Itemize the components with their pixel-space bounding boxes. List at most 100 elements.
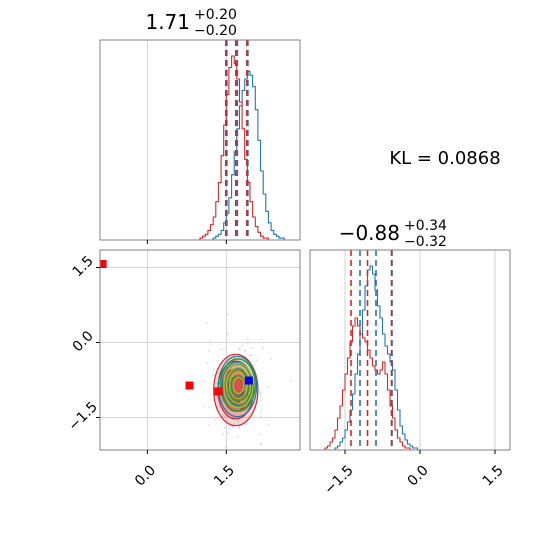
contour-yellow-level-2 [229,371,248,400]
bottom-left-scatter-point [217,416,220,418]
bottom-left-scatter-point [235,379,238,382]
contour-blue-level-0 [217,355,258,418]
bottom-left-scatter-point [236,435,239,438]
bottom-right-title-minus: −0.32 [404,234,447,250]
bottom-left-frame [99,249,301,451]
bottom-left-scatter-point [233,422,235,425]
contour-green-level-0 [219,358,256,412]
top-left-title-minus: −0.20 [194,23,237,39]
bottom-left-scatter-point [232,426,234,428]
contour-yellow-level-3 [232,377,245,395]
bottom-left-scatter-point [206,362,209,365]
bottom-right-series-blue-step [332,265,423,450]
bottom-left-scatter-point [260,442,263,445]
bottom-left-scatter-point [214,418,217,421]
bottom-left-scatter-point [251,347,254,349]
bottom-right-marks [322,250,423,450]
contour-yellow-level-0 [223,362,254,409]
bottom-left-scatter-point [246,337,249,340]
bottom-left-scatter-point [247,342,249,344]
bottom-right-xtick-label-2: 1.5 [480,462,507,489]
bottom-left-scatter-point [208,349,210,352]
bottom-left-scatter-point [237,421,239,423]
top-left-title-value: 1.71 [145,10,190,34]
bottom-left-scatter-point [267,386,269,389]
bottom-left-scatter-point [260,392,262,395]
bottom-left-scatter-point [245,423,248,426]
bottom-left-scatter-point [202,405,205,407]
bottom-left-scatter-point [260,399,263,402]
panel-bottom-left-contour: 0.0 1.5 1.5 0.0 −1.5 [66,249,301,489]
bottom-left-scatter-point [238,390,241,393]
bottom-left-scatter-point [267,423,270,426]
bottom-left-scatter-point [209,340,212,343]
bottom-left-scatter-point [238,347,241,350]
kl-annotation: KL = 0.0868 [389,148,500,169]
bottom-left-xtick-label-1: 1.5 [211,462,238,489]
bottom-right-title-plus: +0.34 [404,218,447,234]
bottom-left-scatter-point [259,396,262,399]
bottom-left-scatter-point [217,405,220,407]
bottom-left-ytick-label-0: 1.5 [70,253,97,280]
bottom-left-scatter-point [290,380,292,382]
panel-top-left-histogram: 1.71 +0.20−0.20 [99,7,301,244]
top-left-frame [99,39,301,241]
bottom-left-scatter-point [244,349,246,352]
bottom-left-scatter-point [213,368,215,371]
bottom-left-scatter-point [262,346,265,349]
bottom-left-scatter-point [256,359,258,362]
bottom-left-scatter-point [212,374,215,377]
top-left-marks [197,40,290,240]
top-left-title-plus: +0.20 [194,7,237,23]
bottom-left-scatter-point [259,433,262,436]
bottom-left-scatter-point [223,427,226,429]
bottom-left-scatter-point [196,469,198,471]
bottom-right-frame [309,249,511,451]
bottom-left-scatter-point [205,322,208,324]
contour-yellow-level-1 [225,366,251,405]
bottom-left-scatter-point [258,411,261,414]
top-left-series-red-step [197,55,272,240]
bottom-left-scatter-point [259,338,262,340]
bottom-left-scatter-point [220,348,222,351]
bottom-left-scatter-point [208,406,211,408]
bottom-left-ytick-label-1: 0.0 [70,328,97,355]
bottom-left-xtick-label-0: 0.0 [132,462,159,489]
bottom-left-scatter-point [237,426,240,429]
marker-red-0 [100,260,107,268]
bottom-left-scatter-point [252,416,255,419]
top-left-series-blue-step [210,70,290,240]
bottom-left-scatter-point [228,427,231,430]
bottom-left-scatter-point [222,415,225,417]
bottom-left-marks [100,260,292,471]
bottom-left-scatter-point [229,421,232,424]
bottom-right-xtick-label-0: −1.5 [321,462,356,497]
bottom-right-title-value: −0.88 [339,221,400,245]
marker-blue-3 [244,376,253,385]
bottom-left-scatter-point [258,391,260,393]
bottom-left-scatter-point [260,415,262,418]
bottom-right-xtick-label-1: 0.0 [405,462,432,489]
bottom-left-scatter-point [269,358,272,360]
bottom-left-scatter-point [246,408,249,411]
bottom-left-scatter-point [226,357,229,360]
bottom-left-scatter-point [216,396,219,399]
panel-bottom-right-histogram: −0.88 +0.34−0.32 −1.5 0.0 1.5 [309,218,511,498]
bottom-left-scatter-point [208,423,210,426]
contour-green-level-2 [226,368,249,402]
bottom-left-scatter-point [202,380,205,383]
bottom-left-ytick-label-2: −1.5 [66,399,101,434]
bottom-left-scatter-point [225,445,227,448]
bottom-left-scatter-point [239,386,242,389]
bottom-left-scatter-point [229,405,232,408]
bottom-left-scatter-point [252,364,255,366]
bottom-left-scatter-point [235,389,238,391]
bottom-left-scatter-point [241,344,244,347]
bottom-left-scatter-point [227,332,230,335]
bottom-left-scatter-point [235,408,238,411]
bottom-left-scatter-point [234,386,236,389]
bottom-left-scatter-point [260,409,263,411]
bottom-left-scatter-point [227,313,230,315]
